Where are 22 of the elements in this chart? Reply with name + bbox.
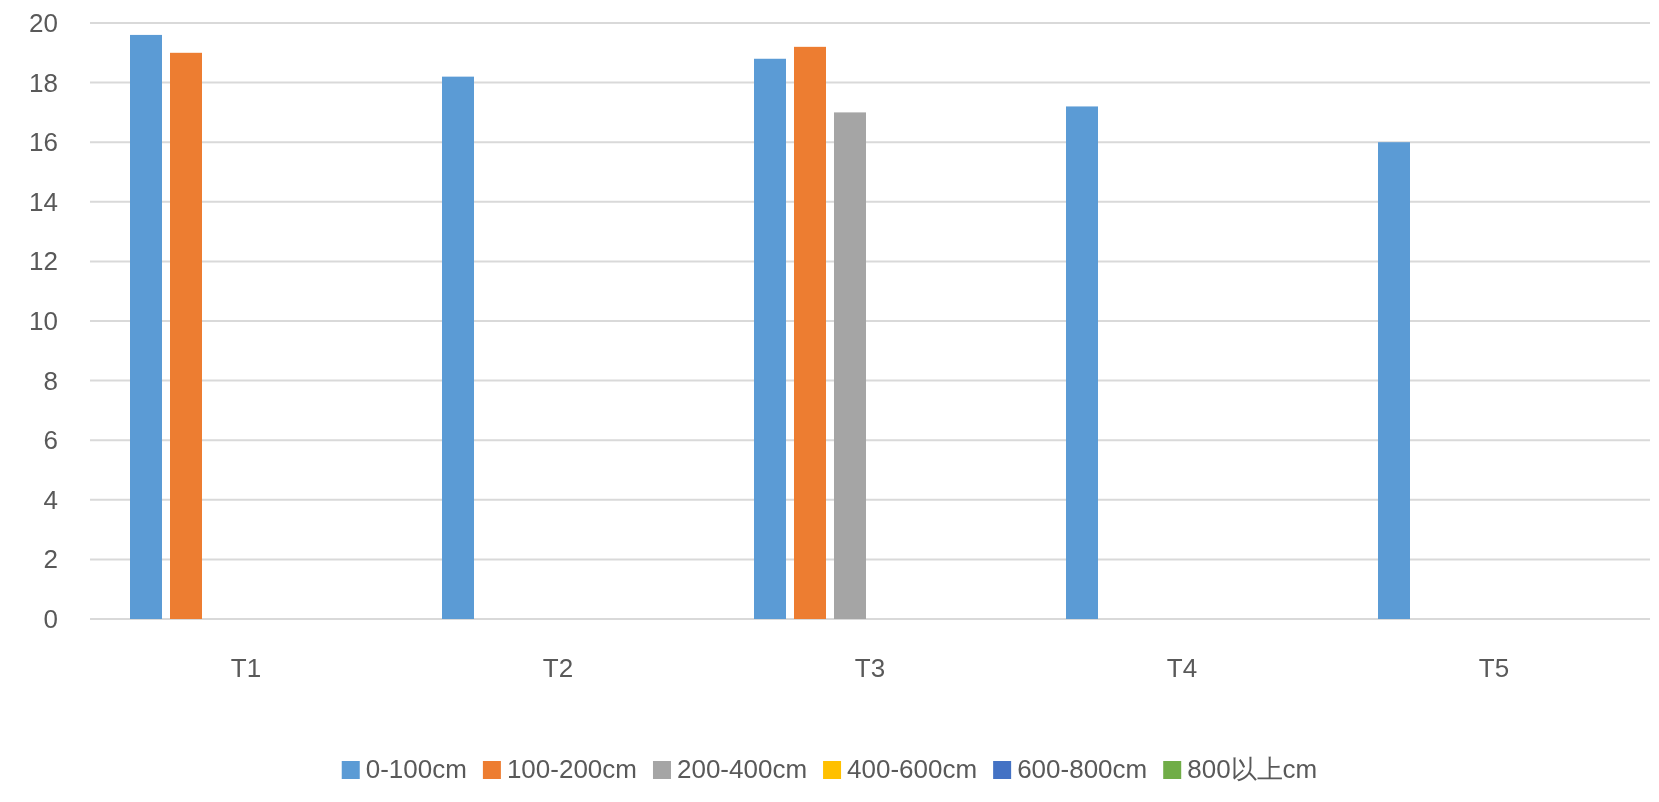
legend-label: 800以上cm <box>1187 754 1318 784</box>
legend-label: 0-100cm <box>365 754 467 784</box>
x-tick-label: T5 <box>1478 653 1510 683</box>
legend-label: 400-600cm <box>847 754 978 784</box>
y-tick-label: 8 <box>43 365 58 396</box>
y-tick-label: 14 <box>29 186 58 217</box>
y-tick-label: 12 <box>29 246 58 277</box>
legend-label: 100-200cm <box>506 754 637 784</box>
x-tick-label: T1 <box>230 653 262 683</box>
x-tick-label: T4 <box>1166 653 1198 683</box>
y-tick-label: 4 <box>43 484 58 515</box>
y-tick-label: 2 <box>43 544 58 575</box>
legend-label: 600-800cm <box>1017 754 1148 784</box>
legend-label: 200-400cm <box>676 754 808 784</box>
y-tick-label: 6 <box>43 425 58 456</box>
y-tick-label: 0 <box>43 604 58 634</box>
x-tick-label: T2 <box>542 653 574 683</box>
x-tick-label: T3 <box>854 653 886 683</box>
y-tick-label: 10 <box>29 306 58 336</box>
y-tick-label: 16 <box>29 127 58 158</box>
y-tick-label: 18 <box>29 67 58 98</box>
y-tick-label: 20 <box>29 8 58 38</box>
